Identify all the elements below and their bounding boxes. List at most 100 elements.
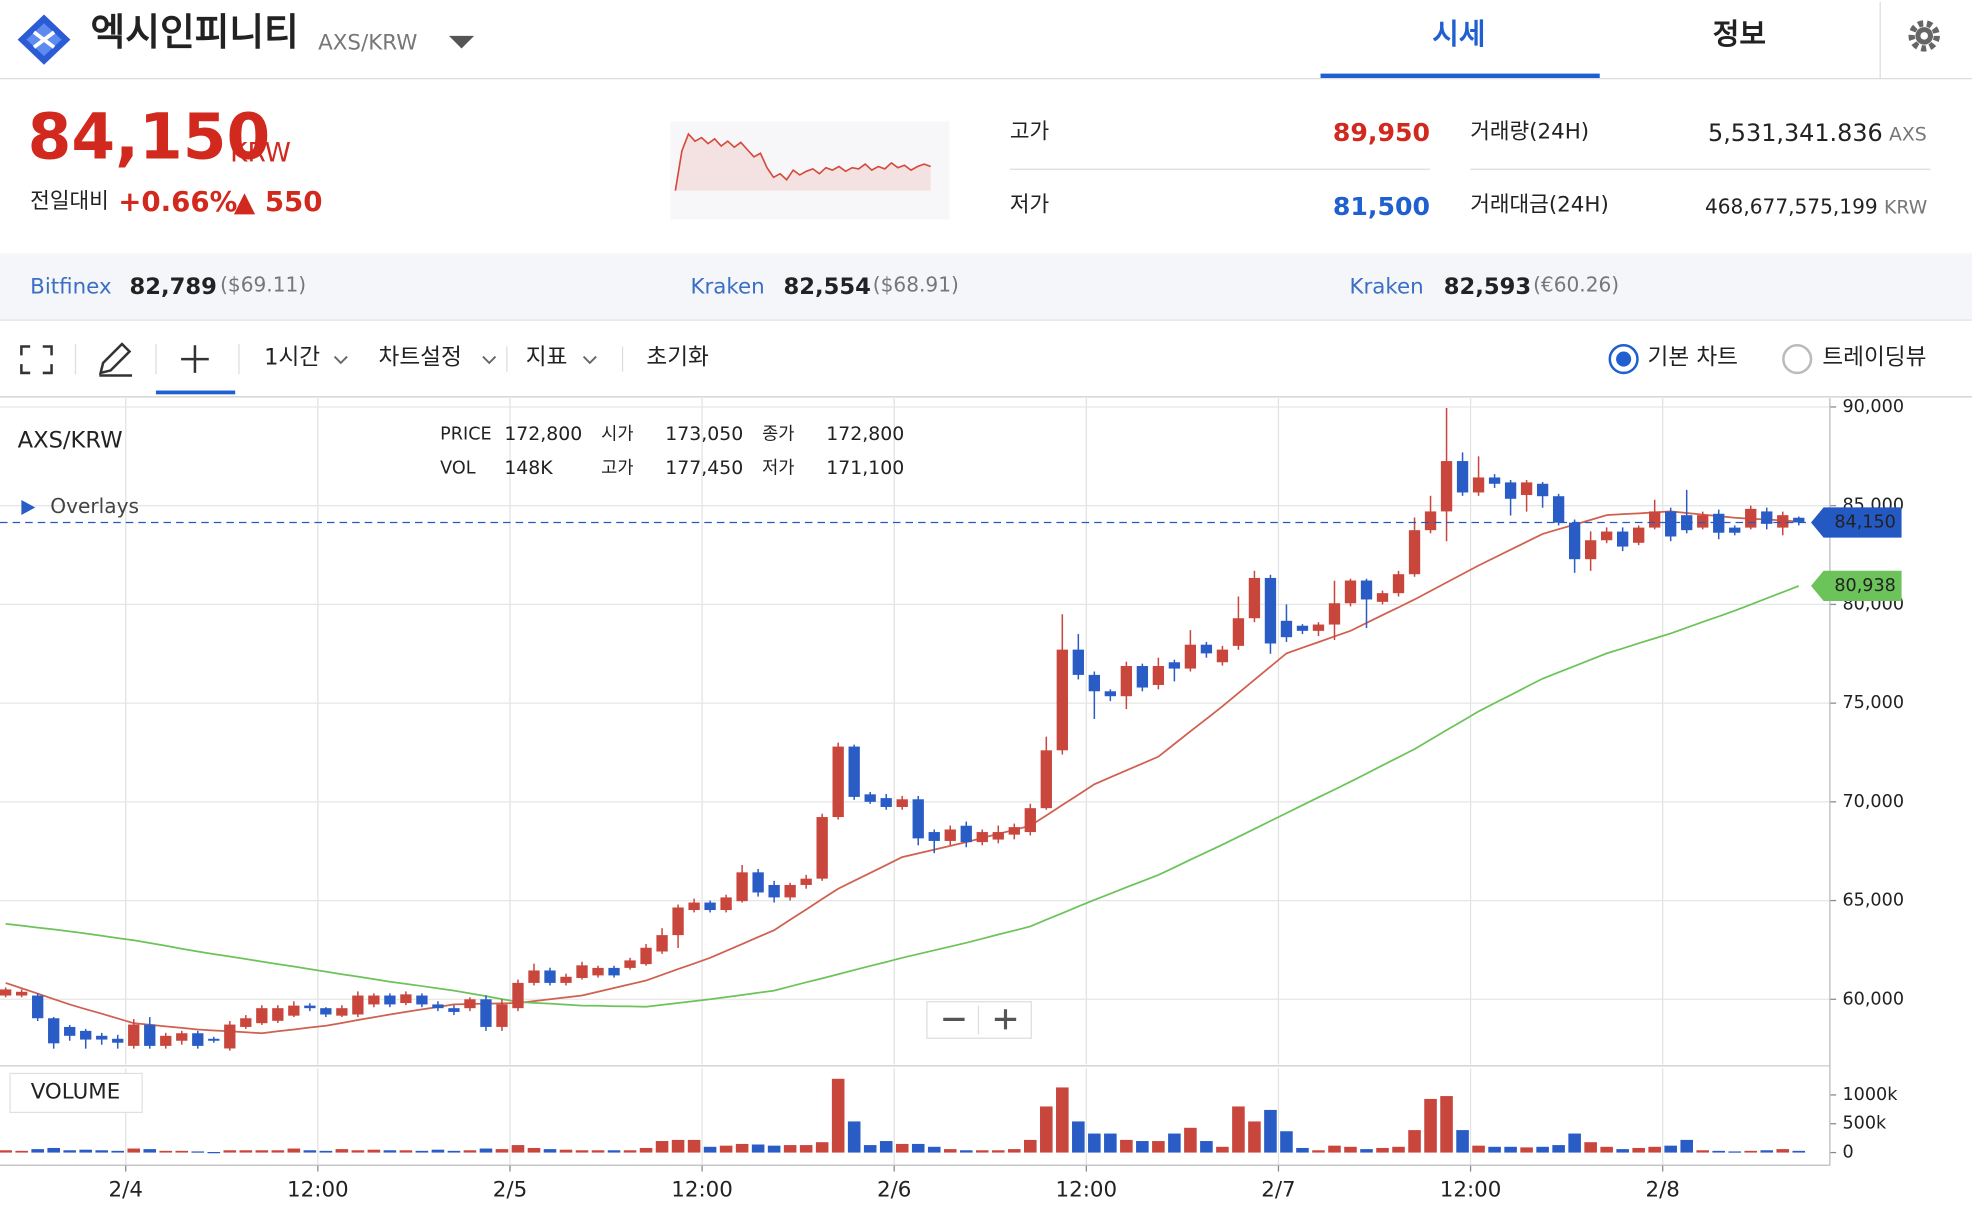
volume-bar [1280, 1131, 1293, 1153]
info-label: 고가 [601, 459, 633, 479]
x-tick-label: 12:00 [671, 1177, 733, 1202]
settings-icon[interactable] [1908, 20, 1940, 52]
info-value: 172,800 [504, 423, 582, 445]
volume-bar [1232, 1106, 1245, 1153]
candle-body [1568, 522, 1581, 560]
asset-pair: AXS/KRW [318, 30, 417, 55]
tab[interactable]: 정보 [1713, 17, 1766, 51]
volume-bar [1024, 1139, 1037, 1153]
candle-body [464, 999, 476, 1009]
volume-bar [0, 1150, 12, 1153]
y-tick-label: 60,000 [1842, 989, 1904, 1009]
x-tick-label: 2/4 [109, 1177, 143, 1202]
volume-bar [815, 1142, 829, 1153]
candle-body [1456, 461, 1469, 493]
volume-bar [1680, 1139, 1693, 1153]
indicator-menu[interactable]: 지표 [526, 344, 568, 370]
volume-bar [47, 1147, 60, 1153]
candle-body [240, 1018, 252, 1027]
info-label: PRICE [440, 425, 491, 445]
zoom-in[interactable] [994, 1009, 1017, 1030]
x-tick-label: 12:00 [287, 1177, 349, 1202]
volume-bar [959, 1150, 973, 1153]
candle-body [1488, 477, 1501, 484]
candle-body [480, 999, 492, 1027]
candle-body [1472, 477, 1485, 493]
candle-body [736, 872, 748, 902]
chart-title: AXS/KRW [18, 427, 123, 453]
volume-bar [1007, 1149, 1021, 1153]
candle-body [1617, 531, 1629, 547]
exchange-ref: ($68.91) [873, 273, 959, 297]
candle-body [1504, 482, 1517, 499]
fullscreen-icon[interactable] [20, 345, 53, 375]
volume-bar [1520, 1147, 1533, 1153]
tab[interactable]: 시세 [1432, 17, 1485, 51]
volume-bar [639, 1147, 653, 1153]
radio-selected[interactable] [1608, 344, 1639, 375]
mode-option[interactable]: 트레이딩뷰 [1822, 344, 1926, 370]
candle-body [1232, 618, 1245, 646]
tab-underline [1320, 73, 1600, 79]
volume-bar [351, 1150, 365, 1153]
volume-bar [703, 1146, 717, 1153]
volume-bar [15, 1150, 28, 1153]
chevron [582, 355, 597, 365]
change-pct: +0.66% [118, 185, 237, 218]
volume-bar [79, 1149, 92, 1153]
draw-icon[interactable] [98, 342, 133, 377]
candle-body [1520, 482, 1533, 496]
volume-bar [63, 1150, 76, 1153]
volume-bar [543, 1149, 557, 1153]
zoom-control [926, 1001, 1032, 1039]
volume-bar [95, 1150, 109, 1153]
volume-bar [1488, 1146, 1501, 1153]
volume-bar [1184, 1127, 1197, 1153]
volume-bar [559, 1149, 573, 1153]
dropdown-arrow[interactable] [448, 35, 475, 49]
expand-arrow[interactable] [21, 499, 36, 516]
interval-menu[interactable]: 1시간 [264, 344, 320, 370]
candle-body [336, 1008, 348, 1016]
volume-bar [415, 1150, 429, 1153]
candle-body [1777, 515, 1789, 528]
volume-bar [1136, 1141, 1149, 1153]
info-value: 171,100 [826, 457, 904, 479]
candle-body [960, 825, 972, 843]
volume-bar [831, 1078, 845, 1153]
candle-body [576, 965, 588, 978]
exchange-ref: ($69.11) [220, 273, 306, 297]
candle-body [432, 1004, 444, 1009]
candle-body [1264, 577, 1277, 644]
candle-body [528, 970, 540, 983]
candle-body [1200, 644, 1213, 654]
volume-bar [1360, 1149, 1373, 1153]
reset-button[interactable]: 초기화 [646, 344, 709, 370]
current-price: 84,150 [28, 101, 271, 174]
overlays-toggle[interactable]: Overlays [50, 494, 139, 518]
volume-bar [799, 1145, 813, 1153]
change-label: 전일대비 [30, 189, 109, 214]
volume-title: VOLUME [31, 1079, 121, 1104]
x-tick-label: 2/7 [1261, 1177, 1295, 1202]
info-value: 148K [504, 457, 553, 479]
volume-bar [1760, 1150, 1774, 1153]
mode-option[interactable]: 기본 차트 [1648, 344, 1738, 370]
y-tick-label: 1000k [1842, 1085, 1898, 1105]
settings-menu[interactable]: 차트설정 [379, 344, 462, 370]
radio[interactable] [1782, 344, 1813, 375]
volume-bar [159, 1150, 173, 1153]
volume-bar [207, 1151, 221, 1154]
crosshair-icon[interactable] [181, 345, 209, 373]
x-tick-label: 12:00 [1440, 1177, 1502, 1202]
candle-body [864, 794, 876, 802]
volume-bar [1152, 1141, 1165, 1153]
candle-body [1360, 580, 1373, 600]
price-badge [1811, 507, 1902, 538]
volume-label-box [9, 1072, 143, 1114]
candle-body [144, 1024, 156, 1046]
volume-bar [1504, 1146, 1517, 1153]
candle-body [720, 897, 732, 911]
candle-body [448, 1008, 460, 1012]
